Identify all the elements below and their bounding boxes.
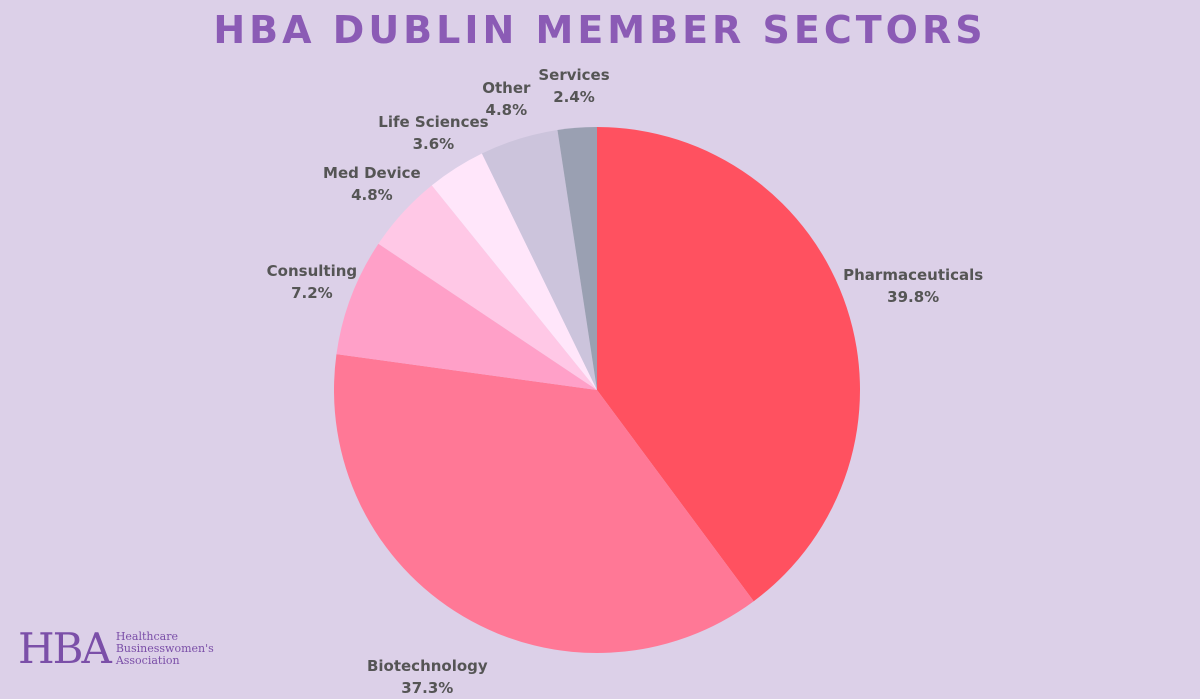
pie-slice-pharmaceuticals <box>597 127 860 602</box>
logo-line-3: Association <box>115 654 180 667</box>
pie-chart <box>333 127 860 653</box>
pie-slice-biotechnology <box>333 354 754 653</box>
chart-title: HBA DUBLIN MEMBER SECTORS <box>213 8 987 52</box>
slice-label-name: Services <box>538 65 610 84</box>
slice-label-value: 39.8% <box>887 287 940 306</box>
slice-label-value: 4.8% <box>351 186 393 205</box>
pie-slice-other <box>481 129 597 391</box>
slice-label-value: 3.6% <box>412 134 455 153</box>
slice-label-consulting: Consulting 7.2% <box>267 260 357 304</box>
slice-label-name: Consulting <box>266 261 358 280</box>
slice-label-value: 4.8% <box>485 100 528 119</box>
logo-text: Healthcare Businesswomen's Association <box>116 631 214 667</box>
slice-label-value: 7.2% <box>291 283 333 302</box>
logo-line-2: Businesswomen's <box>115 642 214 655</box>
slice-label-life-sciences: Life Sciences 3.6% <box>378 111 488 155</box>
slice-label-value: 37.3% <box>401 678 454 697</box>
slice-label-med-device: Med Device 4.8% <box>323 162 421 206</box>
slice-label-services: Services 2.4% <box>538 64 609 108</box>
slice-label-biotechnology: Biotechnology 37.3% <box>367 655 488 699</box>
slice-label-name: Life Sciences <box>378 112 489 131</box>
logo-mark: HBA <box>18 624 112 673</box>
slice-label-name: Biotechnology <box>366 656 488 675</box>
hba-logo: HBA Healthcare Businesswomen's Associati… <box>18 628 214 670</box>
pie-slice-services <box>557 127 597 390</box>
slice-label-name: Pharmaceuticals <box>843 265 984 284</box>
pie-slice-life-sciences <box>431 153 597 390</box>
pie-slice-consulting <box>336 243 597 390</box>
slice-label-value: 2.4% <box>553 87 595 106</box>
slice-label-pharmaceuticals: Pharmaceuticals 39.8% <box>843 264 983 308</box>
slice-label-name: Med Device <box>323 164 421 183</box>
slice-label-other: Other 4.8% <box>482 77 530 121</box>
slice-label-name: Other <box>482 78 531 97</box>
logo-line-1: Healthcare <box>115 630 178 643</box>
pie-slice-med-device <box>378 185 597 390</box>
